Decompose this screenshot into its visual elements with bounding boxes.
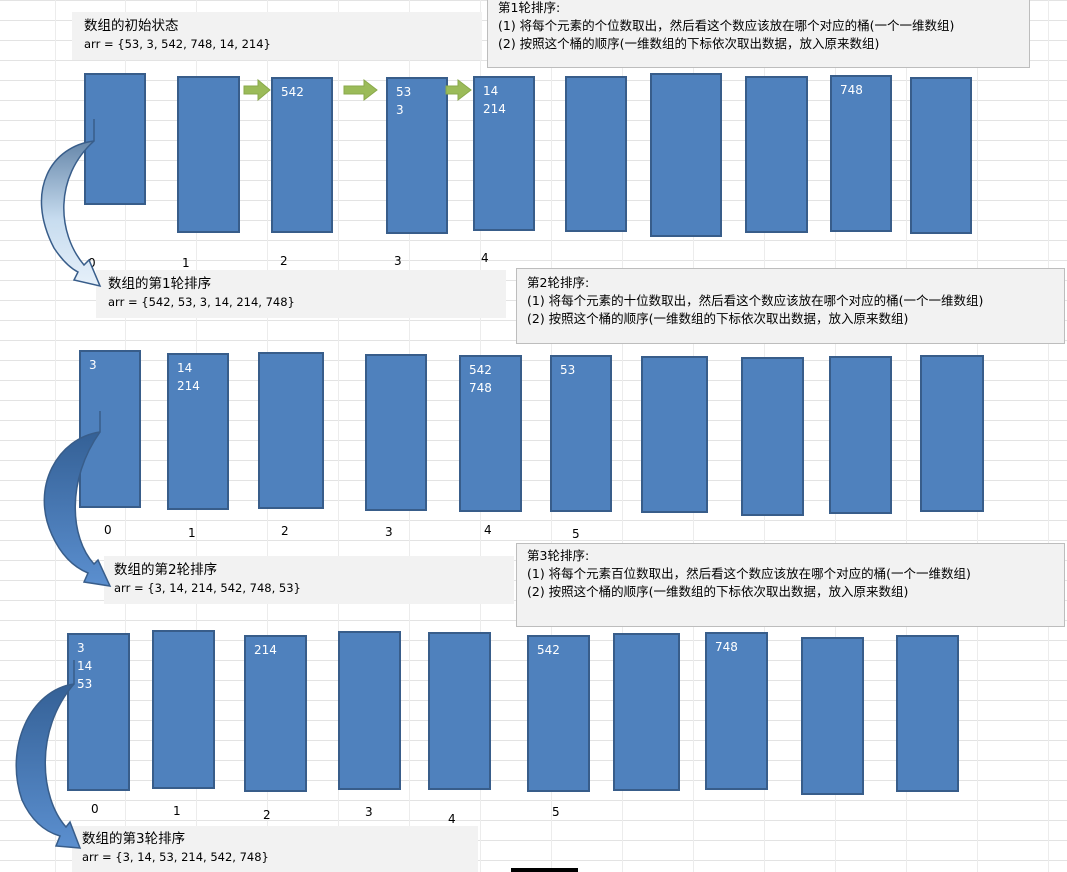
round3-bucket-6 [613, 633, 680, 791]
initial-state-note: 数组的初始状态 arr = {53, 3, 542, 748, 14, 214} [72, 12, 482, 60]
round3-bucket-8 [801, 637, 864, 795]
round3-title: 第3轮排序: [527, 548, 590, 563]
bucket-value: 53 [560, 363, 576, 377]
round2-bucket-1: 14 214 [167, 353, 229, 510]
bucket-value: 53 [77, 677, 93, 691]
bucket-value: 14 [483, 84, 499, 98]
round2-bucket-6 [641, 356, 708, 513]
round1-bucket-7 [745, 76, 808, 233]
round3-bucket-0: 3 14 53 [67, 633, 130, 791]
round1-bucket-3: 53 3 [386, 77, 448, 234]
round3-bucket-4 [428, 632, 491, 790]
bucket-value: 542 [469, 363, 492, 377]
bucket-value: 748 [715, 640, 738, 654]
bucket-index-label: 3 [365, 805, 373, 819]
round3-line2: (2) 按照这个桶的顺序(一维数组的下标依次取出数据，放入原来数组) [527, 584, 909, 599]
round2-bucket-7 [741, 357, 804, 516]
round2-bucket-9 [920, 355, 984, 512]
bucket-value: 214 [483, 102, 506, 116]
round2-result-arr: arr = {3, 14, 214, 542, 748, 53} [114, 581, 301, 595]
bottom-divider-bar [511, 868, 578, 872]
bucket-value: 214 [177, 379, 200, 393]
bucket-index-label: 1 [173, 804, 181, 818]
bucket-index-label: 3 [385, 525, 393, 539]
round1-line2: (2) 按照这个桶的顺序(一维数组的下标依次取出数据，放入原来数组) [498, 36, 880, 51]
round2-bucket-8 [829, 356, 892, 514]
round1-description: 第1轮排序: (1) 将每个元素的个位数取出，然后看这个数应该放在哪个对应的桶(… [487, 0, 1030, 68]
round1-title: 第1轮排序: [498, 0, 561, 15]
bucket-value: 14 [77, 659, 93, 673]
round1-result-title: 数组的第1轮排序 [108, 276, 212, 292]
round3-result-note: 数组的第3轮排序 arr = {3, 14, 53, 214, 542, 748… [72, 826, 478, 872]
round2-description: 第2轮排序: (1) 将每个元素的十位数取出，然后看这个数应该放在哪个对应的桶(… [516, 268, 1065, 344]
initial-arr: arr = {53, 3, 542, 748, 14, 214} [84, 37, 271, 51]
round3-bucket-1 [152, 630, 215, 789]
bucket-index-label: 0 [88, 256, 96, 270]
round1-bucket-9 [910, 77, 972, 234]
bucket-value: 3 [77, 641, 85, 655]
round2-bucket-4: 542 748 [459, 355, 522, 512]
bucket-value: 748 [840, 83, 863, 97]
round3-bucket-3 [338, 631, 401, 790]
round1-bucket-8: 748 [830, 75, 892, 232]
round2-bucket-3 [365, 354, 427, 511]
bucket-index-label: 4 [448, 812, 456, 826]
round3-bucket-7: 748 [705, 632, 768, 790]
bucket-value: 3 [89, 358, 97, 372]
round3-line1: (1) 将每个元素百位数取出，然后看这个数应该放在哪个对应的桶(一个一维数组) [527, 566, 971, 581]
bucket-index-label: 0 [104, 523, 112, 537]
round1-result-arr: arr = {542, 53, 3, 14, 214, 748} [108, 295, 295, 309]
bucket-index-label: 4 [481, 251, 489, 265]
round3-bucket-5: 542 [527, 635, 590, 792]
bucket-index-label: 4 [484, 523, 492, 537]
round1-line1: (1) 将每个元素的个位数取出，然后看这个数应该放在哪个对应的桶(一个一维数组) [498, 18, 955, 33]
bucket-value: 542 [281, 85, 304, 99]
bucket-value: 214 [254, 643, 277, 657]
bucket-index-label: 5 [572, 527, 580, 541]
round2-line1: (1) 将每个元素的十位数取出，然后看这个数应该放在哪个对应的桶(一个一维数组) [527, 293, 984, 308]
bucket-value: 748 [469, 381, 492, 395]
bucket-value: 14 [177, 361, 193, 375]
round1-result-note: 数组的第1轮排序 arr = {542, 53, 3, 14, 214, 748… [96, 270, 506, 318]
bucket-index-label: 3 [394, 254, 402, 268]
round3-result-title: 数组的第3轮排序 [82, 831, 186, 847]
bucket-index-label: 1 [188, 526, 196, 540]
round2-line2: (2) 按照这个桶的顺序(一维数组的下标依次取出数据，放入原来数组) [527, 311, 909, 326]
round1-bucket-6 [650, 73, 722, 237]
round2-bucket-2 [258, 352, 324, 509]
round3-bucket-9 [896, 635, 959, 792]
bucket-value: 3 [396, 103, 404, 117]
round3-bucket-2: 214 [244, 635, 307, 792]
round1-bucket-4: 14 214 [473, 76, 535, 231]
round3-description: 第3轮排序: (1) 将每个元素百位数取出，然后看这个数应该放在哪个对应的桶(一… [516, 543, 1065, 627]
round2-result-note: 数组的第2轮排序 arr = {3, 14, 214, 542, 748, 53… [104, 556, 514, 604]
bucket-index-label: 2 [281, 524, 289, 538]
round1-bucket-5 [565, 76, 627, 232]
bucket-value: 542 [537, 643, 560, 657]
round1-bucket-1 [177, 76, 240, 233]
bucket-index-label: 1 [182, 256, 190, 270]
initial-title: 数组的初始状态 [84, 18, 179, 34]
bucket-value: 53 [396, 85, 412, 99]
bucket-index-label: 2 [263, 808, 271, 822]
round2-bucket-0: 3 [79, 350, 141, 508]
round2-title: 第2轮排序: [527, 275, 590, 290]
bucket-index-label: 2 [280, 254, 288, 268]
round1-bucket-2: 542 [271, 77, 333, 233]
round2-result-title: 数组的第2轮排序 [114, 562, 218, 578]
bucket-index-label: 0 [91, 802, 99, 816]
round1-bucket-0 [84, 73, 146, 205]
round3-result-arr: arr = {3, 14, 53, 214, 542, 748} [82, 850, 269, 864]
bucket-index-label: 5 [552, 805, 560, 819]
round2-bucket-5: 53 [550, 355, 612, 512]
